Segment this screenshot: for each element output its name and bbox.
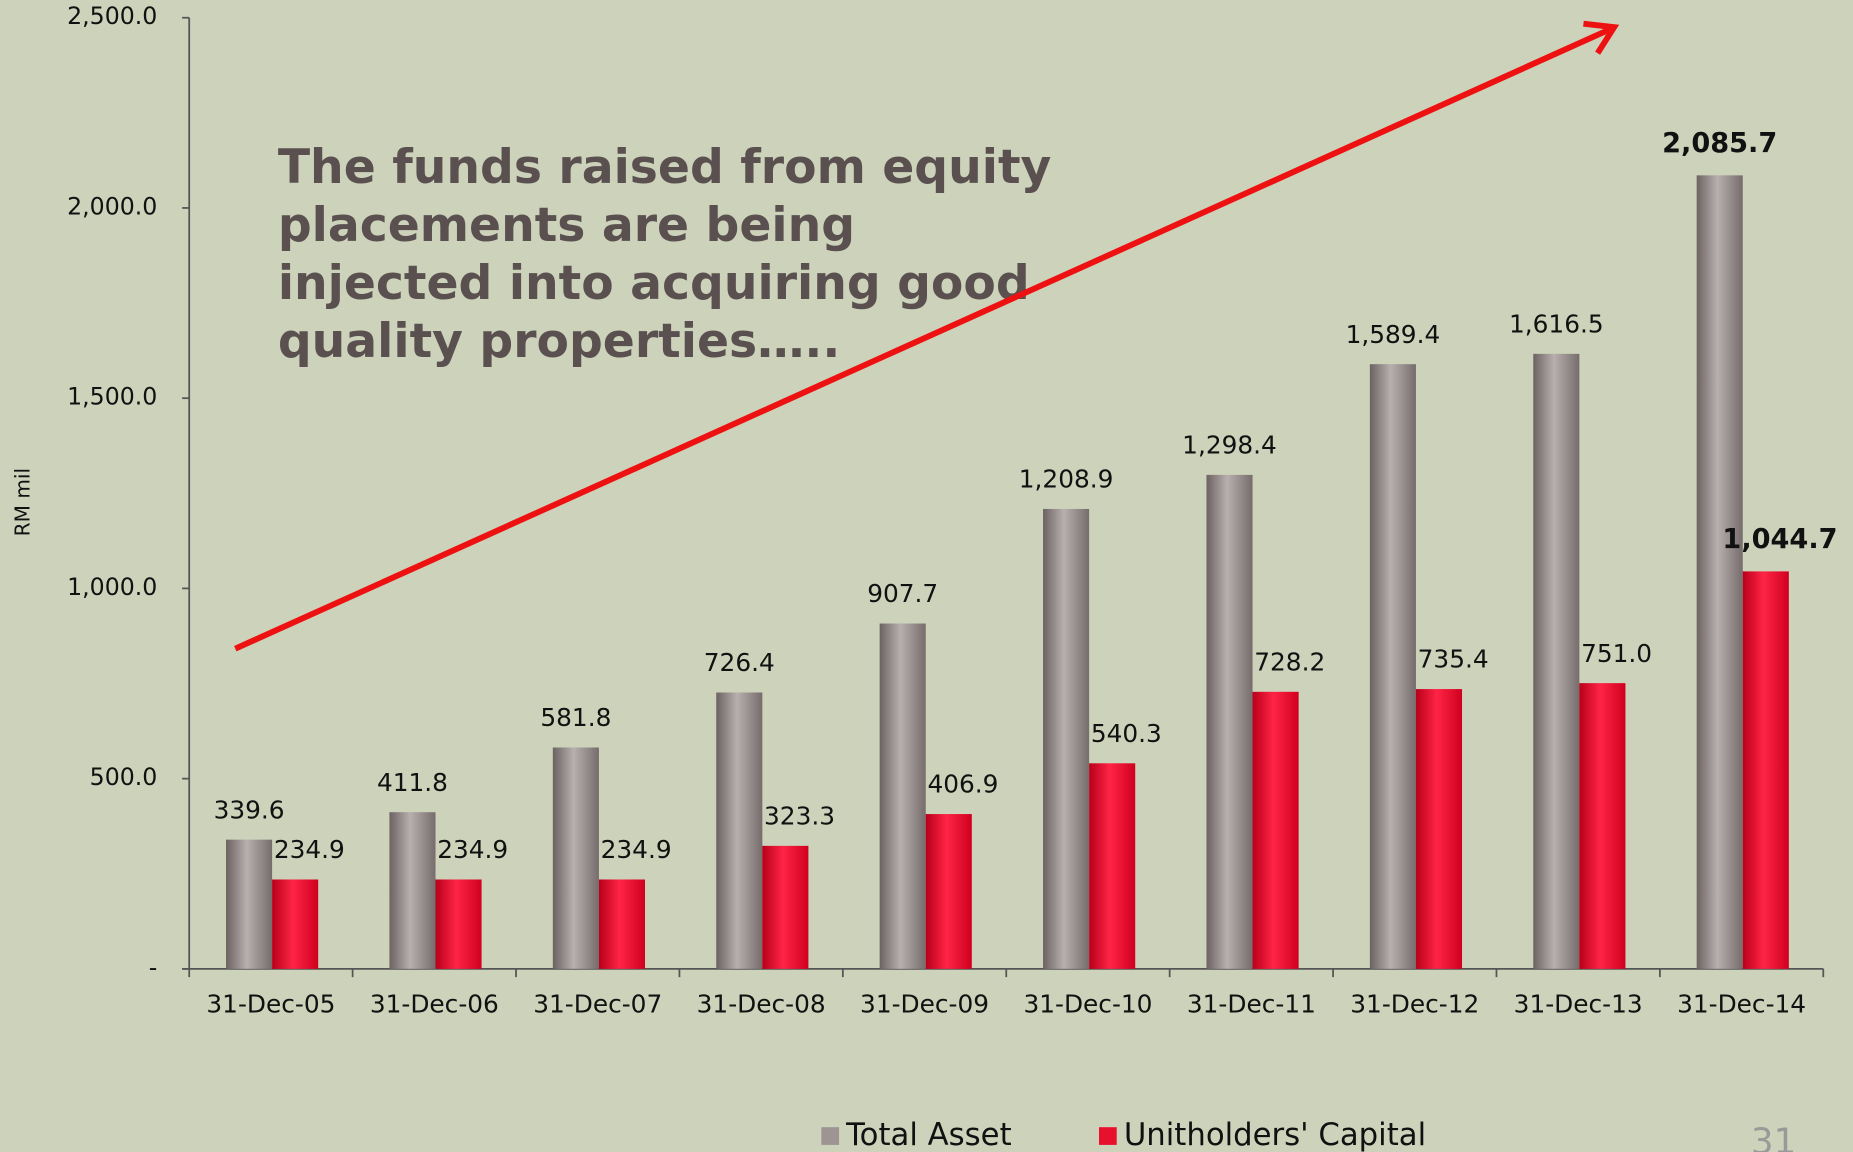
x-tick-label: 31-Dec-06 [370, 989, 499, 1018]
annotation-line: quality properties….. [278, 314, 840, 369]
value-label: 234.9 [274, 835, 345, 864]
y-tick-label: 2,000.0 [67, 192, 157, 220]
y-tick-label: 2,500.0 [67, 2, 157, 30]
value-label: 1,208.9 [1019, 465, 1114, 494]
value-label: 1,044.7 [1722, 524, 1837, 555]
x-tick-label: 31-Dec-10 [1023, 989, 1152, 1018]
x-tick-label: 31-Dec-08 [697, 989, 826, 1018]
bar [1415, 689, 1463, 969]
bar [1043, 508, 1090, 969]
bar [598, 879, 645, 969]
x-tick-label: 31-Dec-07 [533, 989, 662, 1018]
annotation-line: placements are being [278, 198, 855, 253]
bar [1206, 474, 1253, 969]
value-label: 339.6 [214, 795, 285, 824]
bar [879, 623, 926, 969]
value-label: 1,298.4 [1182, 431, 1277, 460]
bar [1579, 683, 1626, 969]
x-tick-label: 31-Dec-12 [1350, 989, 1479, 1018]
y-tick-label: 1,000.0 [67, 573, 157, 601]
legend-label: Total Asset [845, 1117, 1011, 1152]
value-label: 411.8 [377, 768, 448, 797]
bar [226, 839, 273, 969]
annotation-line: injected into acquiring good [278, 256, 1030, 311]
value-label: 540.3 [1091, 719, 1162, 748]
bar [1369, 364, 1416, 969]
bar [925, 814, 972, 969]
x-tick-label: 31-Dec-11 [1187, 989, 1316, 1018]
value-label: 323.3 [764, 802, 835, 831]
y-tick-label: 1,500.0 [67, 383, 157, 411]
y-tick-label: 500.0 [90, 763, 158, 791]
bar [1089, 763, 1136, 969]
x-tick-label: 31-Dec-05 [206, 989, 335, 1018]
page-number: 31 [1751, 1122, 1796, 1152]
bar [1742, 571, 1789, 969]
value-label: 406.9 [927, 770, 998, 799]
x-tick-label: 31-Dec-14 [1677, 989, 1806, 1018]
bar [762, 845, 809, 969]
bar [272, 879, 319, 969]
value-label: 735.4 [1418, 645, 1489, 674]
annotation-line: The funds raised from equity [278, 140, 1052, 195]
value-label: 907.7 [867, 579, 938, 608]
value-label: 726.4 [704, 648, 775, 677]
value-label: 1,589.4 [1346, 320, 1441, 349]
y-tick-label: - [149, 953, 158, 981]
value-label: 2,085.7 [1662, 128, 1777, 159]
bar [1533, 353, 1580, 969]
value-label: 728.2 [1254, 647, 1325, 676]
value-label: 234.9 [601, 835, 672, 864]
bar [1696, 175, 1743, 969]
value-label: 234.9 [437, 835, 508, 864]
bar [552, 747, 599, 969]
legend-swatch [1099, 1127, 1117, 1145]
trend-arrow [234, 20, 1620, 652]
bar [389, 812, 436, 969]
value-label: 751.0 [1581, 639, 1652, 668]
bar [716, 692, 763, 969]
bar [435, 879, 482, 969]
legend-label: Unitholders' Capital [1124, 1117, 1426, 1152]
legend-swatch [821, 1127, 840, 1145]
x-tick-label: 31-Dec-13 [1514, 989, 1643, 1018]
value-label: 581.8 [540, 703, 611, 732]
bar [1252, 691, 1299, 969]
x-tick-label: 31-Dec-09 [860, 989, 989, 1018]
value-label: 1,616.5 [1509, 309, 1604, 338]
y-axis-label: RM mil [10, 468, 34, 536]
